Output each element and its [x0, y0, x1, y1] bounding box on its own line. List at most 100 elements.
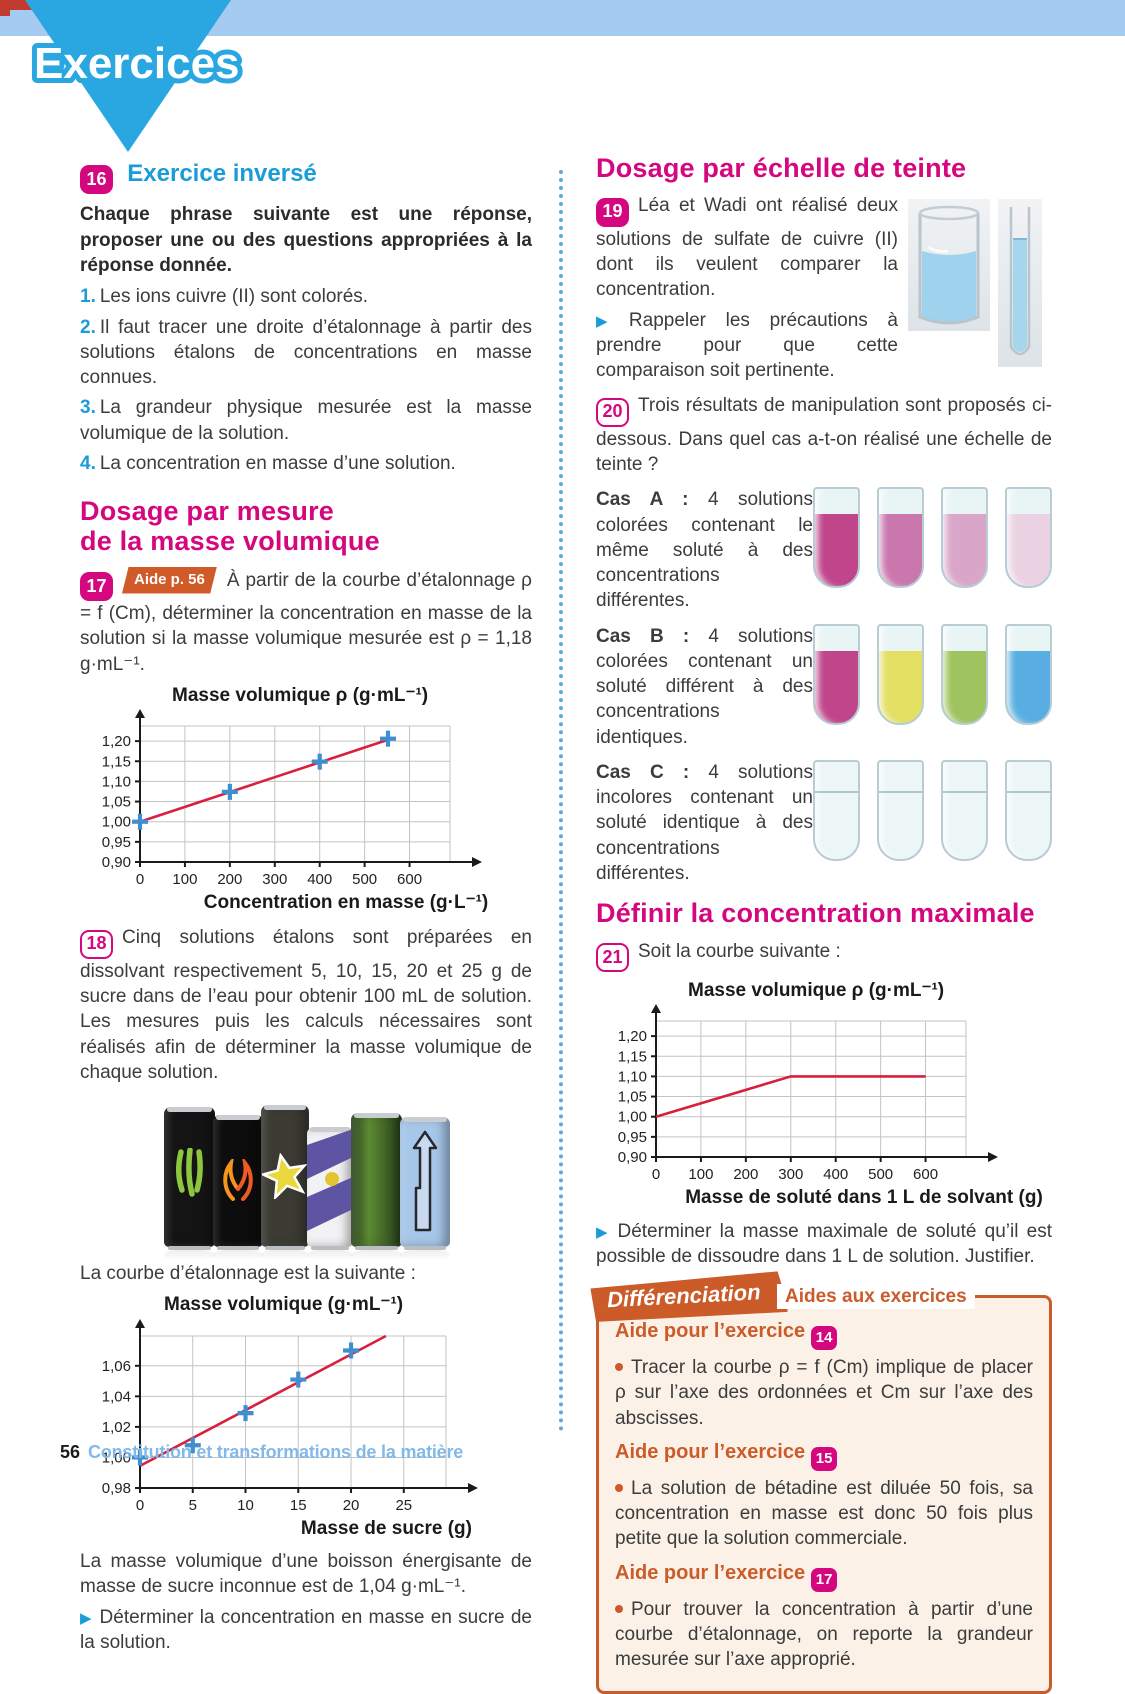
- cas-c-tubes: [813, 759, 1052, 886]
- ex16-item-3: 3. La grandeur physique mesurée est la ma…: [80, 395, 532, 446]
- left-column: 16 Exercice inversé Chaque phrase suivan…: [80, 158, 532, 1660]
- svg-text:20: 20: [343, 1497, 360, 1514]
- aide-14-heading: Aide pour l’exercice 14: [615, 1318, 1033, 1351]
- tube-blue: [1005, 623, 1052, 725]
- ex18-paragraph: 18 Cinq solutions étalons sont préparées …: [80, 925, 532, 1085]
- item-number: 2.: [80, 316, 96, 338]
- ex16-item-1: 1. Les ions cuivre (II) sont colorés.: [80, 284, 532, 309]
- prompt-arrow-icon: ▶: [596, 312, 622, 330]
- aide-15-text: La solution de bétadine est diluée 50 fo…: [615, 1477, 1033, 1550]
- svg-text:1,15: 1,15: [102, 753, 131, 770]
- ex21-lead-text: Soit la courbe suivante :: [638, 940, 841, 962]
- tube-light-pink: [941, 487, 988, 589]
- bullet-icon: [615, 1604, 623, 1613]
- differenciation-box: Différenciation Aides aux exercices Aide…: [596, 1295, 1052, 1694]
- chart21-block: Masse volumique ρ (g·mL⁻¹) 0 100 200 300 400…: [596, 978, 1052, 1211]
- chart21-xlabel: Masse de soluté dans 1 L de solvant (g): [685, 1187, 1043, 1209]
- svg-text:0: 0: [136, 871, 144, 888]
- aide-14-badge: 14: [811, 1326, 838, 1351]
- bullet-icon: [615, 1363, 623, 1372]
- svg-text:25: 25: [395, 1497, 412, 1514]
- column-divider: [559, 170, 563, 1432]
- chart18-xlabel: Masse de sucre (g): [300, 1517, 472, 1539]
- corner-red-strip-edge: [0, 0, 10, 16]
- chart17-title: Masse volumique ρ (g·mL⁻¹): [172, 684, 429, 706]
- ex19-text: Léa et Wadi ont réalisé deux solutions d…: [596, 195, 898, 301]
- ex17-text: À partir de la courbe d’étalonnage ρ = f…: [80, 569, 532, 675]
- beaker-graphic: [918, 205, 980, 325]
- ex20-number-badge: 20: [596, 397, 629, 427]
- chart17-plot: 0 100 200 300 400 500 600 0,90 0,95 1,00 1,05 1,10 1…: [102, 709, 482, 888]
- chart18-block: Masse volumique (g·mL⁻¹) 0 5 10 15 20 25 0,98 1…: [80, 1292, 532, 1541]
- chart21-title: Masse volumique ρ (g·mL⁻¹): [688, 979, 945, 1001]
- prompt-arrow-icon: ▶: [596, 1223, 611, 1241]
- svg-text:400: 400: [823, 1166, 848, 1183]
- ex17-paragraph: 17 Aide p. 56 À partir de la courbe d’étal…: [80, 566, 532, 677]
- svg-text:500: 500: [352, 871, 377, 888]
- ex19-block: 19 Léa et Wadi ont réalisé deux solutions…: [596, 193, 1052, 383]
- aide-17-text: Pour trouver la concentration à partir d…: [615, 1598, 1033, 1671]
- aide-17-heading: Aide pour l’exercice 17: [615, 1560, 1033, 1592]
- section-title-echelle-teinte: Dosage par échelle de teinte: [596, 153, 967, 183]
- section-title-dosage-masse-volumique: Dosage par mesure de la masse volumique: [80, 496, 380, 557]
- svg-text:1,00: 1,00: [102, 814, 131, 831]
- svg-text:0,90: 0,90: [102, 854, 131, 871]
- cas-a-text: Cas A : 4 solutions colorées contenant l…: [596, 489, 813, 612]
- flame-horns-icon: [223, 1159, 253, 1202]
- ex16-header: 16 Exercice inversé: [80, 158, 532, 195]
- beaker-photo: [908, 199, 990, 332]
- svg-text:1,20: 1,20: [102, 733, 131, 750]
- ex18-caption: La courbe d’étalonnage est la suivante :: [80, 1263, 416, 1285]
- svg-text:600: 600: [397, 871, 422, 888]
- ex18-after-chart: La masse volumique d’une boisson énergis…: [80, 1550, 532, 1598]
- chart17-xlabel: Concentration en masse (g·L⁻¹): [203, 892, 489, 914]
- cas-b-row: Cas B : 4 solutions colorées contenant u…: [596, 623, 1052, 750]
- page-footer: 56 Constitution et transformations de la …: [60, 1441, 463, 1465]
- svg-text:0: 0: [136, 1497, 144, 1514]
- test-tube-photo: [998, 199, 1042, 368]
- item-text: La concentration en masse d’une solution…: [99, 452, 456, 474]
- ex17-number-badge: 17: [80, 572, 113, 602]
- svg-text:200: 200: [217, 871, 242, 888]
- svg-text:10: 10: [237, 1497, 254, 1514]
- svg-text:1,00: 1,00: [618, 1109, 647, 1126]
- cas-a-row: Cas A : 4 solutions colorées contenant l…: [596, 487, 1052, 613]
- can-black-claw: [164, 1107, 215, 1262]
- ex21-prompt: ▶ Déterminer la masse maximale de soluté …: [596, 1219, 1052, 1270]
- tube-pink: [877, 487, 924, 589]
- can-blue-arrow: [400, 1117, 450, 1262]
- svg-text:1,15: 1,15: [618, 1049, 647, 1066]
- svg-text:1,20: 1,20: [618, 1028, 647, 1045]
- differenciation-banner: Différenciation: [590, 1271, 788, 1322]
- ex19-prompt-text: Rappeler les précautions à prendre pour …: [596, 309, 898, 382]
- section-title-concentration-maximale: Définir la concentration maximale: [596, 898, 1035, 929]
- tube-colorless: [941, 759, 988, 861]
- item-text: La grandeur physique mesurée est la mass…: [80, 397, 532, 444]
- ex16-title: Exercice inversé: [127, 160, 317, 187]
- tube-colorless: [1005, 759, 1052, 861]
- cas-a-tubes: [813, 487, 1052, 613]
- right-column: Dosage par échelle de teinte 19 Léa et Wa…: [596, 153, 1052, 1694]
- test-tube-graphic: [1009, 207, 1031, 356]
- svg-text:15: 15: [290, 1497, 307, 1514]
- ex18-text: Cinq solutions étalons sont préparées en…: [80, 927, 532, 1083]
- svg-text:0: 0: [652, 1166, 660, 1183]
- svg-text:200: 200: [733, 1166, 758, 1183]
- svg-text:1,00: 1,00: [102, 1449, 131, 1466]
- cas-b-text: Cas B : 4 solutions colorées contenant u…: [596, 625, 813, 748]
- cas-c-text: Cas C : 4 solutions incolores contenant …: [596, 761, 813, 885]
- ex20-intro-text: Trois résultats de manipulation sont pro…: [596, 395, 1052, 476]
- svg-text:100: 100: [172, 871, 197, 888]
- cas-c-row: Cas C : 4 solutions incolores contenant …: [596, 759, 1052, 886]
- prompt-arrow-icon: ▶: [80, 1609, 93, 1627]
- svg-text:500: 500: [868, 1166, 893, 1183]
- svg-text:300: 300: [262, 871, 287, 888]
- tube-magenta: [813, 623, 860, 725]
- ex21-prompt-text: Déterminer la masse maximale de soluté q…: [596, 1220, 1052, 1267]
- svg-text:1,05: 1,05: [102, 794, 131, 811]
- aides-aux-exercices-label: Aides aux exercices: [777, 1284, 975, 1310]
- footer-chapter-title: Constitution et transformations de la ma…: [88, 1442, 464, 1462]
- svg-text:1,10: 1,10: [102, 774, 131, 791]
- svg-text:0,95: 0,95: [102, 834, 131, 851]
- tube-yellow: [877, 623, 924, 725]
